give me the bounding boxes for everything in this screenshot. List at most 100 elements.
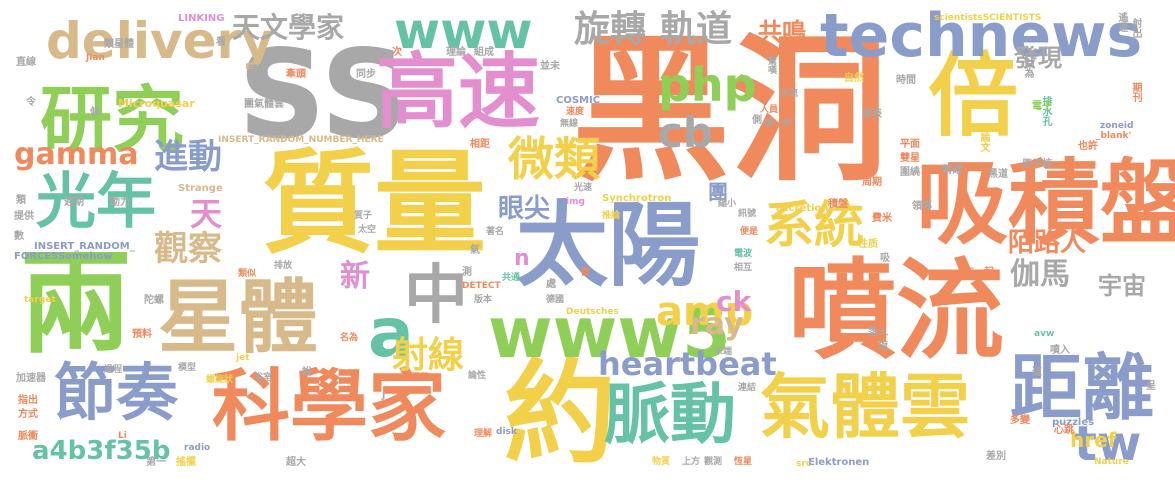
word: 相距: [470, 139, 490, 150]
word: 超大: [286, 457, 306, 468]
word: ray: [690, 307, 744, 342]
word: Nature: [1094, 457, 1129, 467]
word: Jian: [86, 53, 105, 63]
word: 電子: [1032, 101, 1052, 112]
word: 便是: [740, 227, 759, 237]
word: 光速: [574, 183, 593, 193]
word: src: [796, 459, 812, 469]
word: 週期: [64, 197, 84, 208]
word: 質量: [262, 139, 486, 269]
word: 共鳴: [758, 18, 806, 46]
word: 名為: [340, 333, 359, 343]
word: 團氣體雲: [244, 99, 284, 110]
word: 脈衝: [18, 431, 38, 442]
word: 方式: [18, 409, 38, 420]
word: 同步: [356, 69, 376, 80]
word: 理解: [474, 429, 493, 439]
word: 多變: [1010, 415, 1030, 426]
word: 類似: [238, 269, 257, 279]
word: 質子: [354, 211, 373, 221]
word: 發現: [1014, 44, 1062, 72]
word: 類星體: [104, 39, 134, 50]
word: 眼尖: [498, 194, 551, 224]
word: 噴流: [788, 249, 1005, 374]
word: 在一起: [964, 267, 994, 278]
word: 論性: [468, 371, 487, 381]
word: 陌路人: [1008, 228, 1087, 258]
word: 微類: [508, 132, 600, 186]
word: 新: [340, 259, 370, 294]
word: 吸: [880, 253, 890, 264]
word: 圍繞: [900, 167, 920, 178]
word: 過程: [104, 365, 123, 375]
word: 也許: [1078, 141, 1098, 152]
word: 浴室: [254, 373, 273, 383]
word: 恆星: [734, 457, 753, 467]
word: FORCESSomehow: [14, 251, 113, 262]
word: 無線: [560, 119, 579, 129]
word: www: [394, 2, 533, 60]
word: 版本: [474, 295, 493, 305]
word: 時間: [896, 75, 916, 86]
word: Strange: [178, 183, 223, 194]
word: 心跳: [1054, 425, 1074, 436]
word: 旋: [878, 341, 888, 352]
word: 性质: [858, 239, 878, 250]
word: 積盤: [828, 199, 848, 210]
word: 末端: [714, 347, 733, 357]
word: heartbeat: [598, 345, 777, 383]
word: 天文學家: [232, 11, 345, 44]
word: 太空: [358, 225, 377, 235]
word: 中: [404, 259, 468, 333]
word: 物質: [652, 457, 671, 467]
word: 推論: [602, 211, 621, 221]
word: n: [514, 246, 530, 271]
word: 訊號: [738, 209, 757, 219]
word: 預料: [132, 329, 152, 340]
word: 射線: [392, 335, 465, 376]
word: 光年: [36, 167, 156, 237]
word: 相互: [734, 263, 753, 273]
word: 處: [546, 279, 556, 290]
word: 速度: [566, 107, 585, 117]
word: 令: [26, 97, 36, 108]
word: 看: [216, 37, 226, 48]
word: 模型: [178, 363, 197, 373]
word: 水流: [780, 89, 799, 99]
word: 論文: [978, 132, 989, 152]
word: 兩: [20, 239, 132, 369]
word: 旋轉: [574, 9, 647, 50]
word: 落入: [868, 327, 888, 338]
word: 高速: [376, 45, 541, 140]
word: 德國: [546, 295, 565, 305]
word: 提供: [14, 211, 34, 222]
word: 縮小: [718, 199, 737, 209]
word: 精確: [942, 165, 962, 176]
word: 團: [708, 180, 728, 204]
word: 理論: [446, 47, 466, 58]
word: 積聚: [248, 65, 268, 76]
word: 觀測: [704, 457, 723, 467]
word: Deutsches: [566, 307, 619, 317]
word: 搖擺: [176, 457, 196, 468]
word: 連結: [738, 383, 757, 393]
word: 條: [90, 107, 100, 118]
word: 距離: [1010, 346, 1155, 430]
word: 宇宙: [1098, 272, 1146, 300]
word: 研究: [40, 78, 185, 162]
word: INSERT_RANDOM_: [34, 241, 135, 252]
word: img: [566, 197, 585, 207]
word: 螺旋狀: [206, 375, 234, 385]
word: 領導: [912, 201, 932, 212]
word: 黑道: [988, 169, 1008, 180]
word: 進動: [154, 137, 222, 177]
word: 說: [302, 367, 312, 378]
word: cb: [658, 108, 713, 157]
word: 動力: [110, 197, 130, 208]
word: 氣: [470, 245, 480, 256]
word: 第一: [146, 457, 166, 468]
word: 天: [190, 195, 223, 233]
word: 指出: [18, 395, 38, 406]
word: 組成: [474, 47, 494, 58]
word: 系統: [764, 196, 864, 254]
